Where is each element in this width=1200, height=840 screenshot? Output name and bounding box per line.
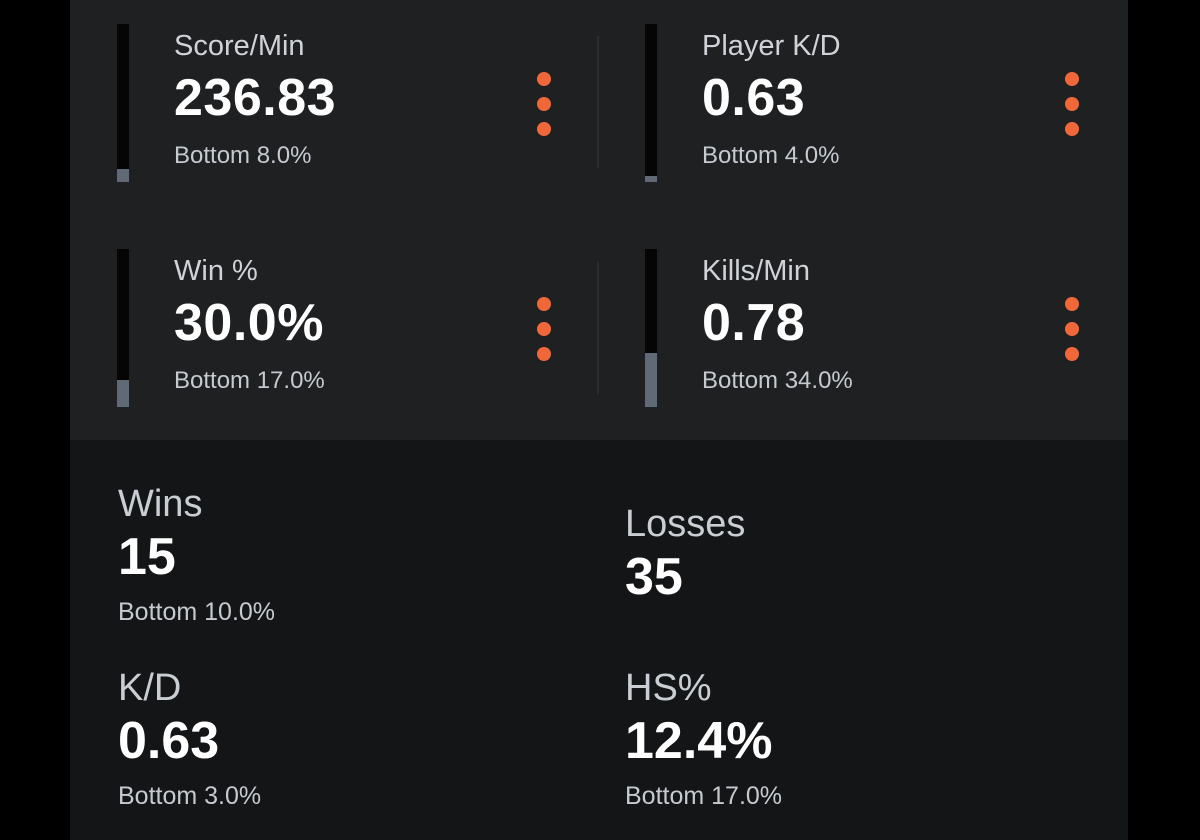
menu-dot [1065,97,1079,111]
tile-percentile: Bottom 4.0% [702,142,840,169]
tile-percentile: Bottom 34.0% [702,367,853,394]
stat-value: 0.63 [118,712,220,770]
overview-stats-section: Wins 15 Bottom 10.0% Losses 35 K/D 0.63 … [70,440,1128,840]
tile-value: 0.78 [702,294,806,352]
more-vertical-icon[interactable] [1062,72,1082,136]
more-vertical-icon[interactable] [1062,297,1082,361]
tile-percentile: Bottom 8.0% [174,142,312,169]
tile-player-kd: Player K/D 0.63 Bottom 4.0% [645,24,1125,184]
percentile-bar-fill [117,169,129,182]
tile-label: Kills/Min [702,255,810,287]
tile-win-percent: Win % 30.0% Bottom 17.0% [117,249,597,409]
stat-label: Losses [625,503,746,545]
menu-dot [1065,347,1079,361]
percentile-bar-fill [645,353,657,407]
percentile-bar-fill [645,176,657,182]
more-vertical-icon[interactable] [534,72,554,136]
column-divider [597,262,599,394]
percentile-bar [645,24,657,182]
stat-hs-percent: HS% 12.4% Bottom 17.0% [625,666,1085,812]
stat-percentile: Bottom 3.0% [118,782,262,810]
tile-kills-per-min: Kills/Min 0.78 Bottom 34.0% [645,249,1125,409]
tile-value: 0.63 [702,69,806,127]
stats-card: Score/Min 236.83 Bottom 8.0% Player K/D … [70,0,1128,840]
stat-percentile: Bottom 17.0% [625,782,783,810]
column-divider [597,36,599,168]
stat-percentile: Bottom 10.0% [118,598,276,626]
menu-dot [1065,322,1079,336]
tile-value: 30.0% [174,294,324,352]
tile-label: Win % [174,255,258,287]
percentile-bar [645,249,657,407]
menu-dot [537,97,551,111]
stat-kd: K/D 0.63 Bottom 3.0% [118,666,578,812]
tile-value: 236.83 [174,69,337,127]
tile-score-per-min: Score/Min 236.83 Bottom 8.0% [117,24,597,184]
stat-value: 15 [118,528,176,586]
percentile-bar [117,24,129,182]
stat-label: K/D [118,667,182,709]
menu-dot [1065,297,1079,311]
tile-label: Player K/D [702,30,841,62]
performance-tiles-section: Score/Min 236.83 Bottom 8.0% Player K/D … [70,0,1128,440]
tile-percentile: Bottom 17.0% [174,367,325,394]
stat-label: Wins [118,483,203,525]
menu-dot [1065,72,1079,86]
stat-wins: Wins 15 Bottom 10.0% [118,482,578,628]
more-vertical-icon[interactable] [534,297,554,361]
stat-value: 12.4% [625,712,773,770]
percentile-bar [117,249,129,407]
menu-dot [537,297,551,311]
stat-losses: Losses 35 [625,502,1085,606]
menu-dot [537,322,551,336]
menu-dot [537,122,551,136]
percentile-bar-fill [117,380,129,407]
menu-dot [537,347,551,361]
menu-dot [1065,122,1079,136]
tile-label: Score/Min [174,30,305,62]
stat-label: HS% [625,667,712,709]
stat-value: 35 [625,548,683,606]
menu-dot [537,72,551,86]
